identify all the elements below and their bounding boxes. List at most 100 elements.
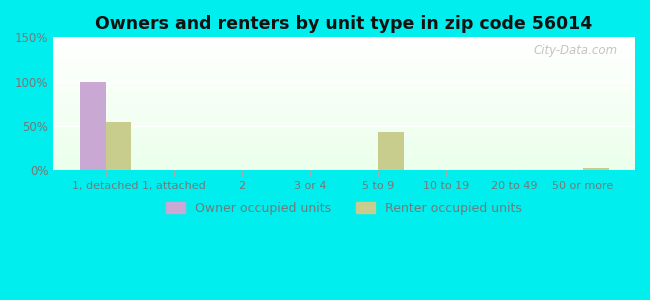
Bar	[53, 70, 635, 72]
Bar	[53, 96, 635, 97]
Bar	[53, 88, 635, 89]
Bar	[53, 169, 635, 170]
Bar	[53, 149, 635, 150]
Bar	[53, 60, 635, 61]
Bar	[53, 80, 635, 81]
Bar	[53, 40, 635, 41]
Bar	[53, 157, 635, 158]
Bar	[53, 140, 635, 141]
Bar	[53, 136, 635, 137]
Bar	[53, 51, 635, 52]
Bar	[53, 77, 635, 79]
Bar	[53, 57, 635, 59]
Bar	[53, 58, 635, 60]
Bar	[53, 67, 635, 68]
Bar	[53, 92, 635, 93]
Bar	[53, 108, 635, 109]
Bar	[53, 48, 635, 49]
Bar	[378, 132, 404, 170]
Bar	[53, 61, 635, 63]
Bar	[53, 101, 635, 103]
Bar	[53, 43, 635, 44]
Title: Owners and renters by unit type in zip code 56014: Owners and renters by unit type in zip c…	[96, 15, 593, 33]
Bar	[53, 116, 635, 117]
Bar	[53, 117, 635, 118]
Bar	[53, 153, 635, 154]
Bar	[53, 144, 635, 145]
Bar	[53, 150, 635, 152]
Bar	[53, 114, 635, 116]
Bar	[53, 73, 635, 74]
Bar	[53, 45, 635, 46]
Bar	[53, 103, 635, 104]
Bar	[53, 104, 635, 105]
Bar	[53, 37, 635, 39]
Bar	[53, 109, 635, 110]
Bar	[53, 89, 635, 91]
Bar	[53, 137, 635, 138]
Bar	[53, 121, 635, 122]
Bar	[53, 41, 635, 43]
Bar	[53, 64, 635, 65]
Bar	[53, 86, 635, 88]
Bar	[53, 148, 635, 149]
Bar	[53, 63, 635, 64]
Bar	[53, 79, 635, 80]
Bar	[53, 55, 635, 56]
Bar	[53, 106, 635, 108]
Bar	[53, 53, 635, 55]
Bar	[53, 39, 635, 40]
Bar	[53, 134, 635, 136]
Bar	[53, 166, 635, 168]
Bar	[53, 156, 635, 157]
Bar	[53, 142, 635, 144]
Bar	[53, 113, 635, 114]
Bar	[53, 69, 635, 70]
Bar	[53, 120, 635, 121]
Bar	[80, 82, 105, 170]
Bar	[105, 122, 131, 170]
Bar	[53, 110, 635, 112]
Bar	[53, 65, 635, 67]
Bar	[53, 84, 635, 85]
Bar	[53, 85, 635, 86]
Bar	[53, 93, 635, 94]
Bar	[53, 68, 635, 69]
Bar	[53, 124, 635, 125]
Bar	[53, 154, 635, 156]
Bar	[53, 81, 635, 83]
Bar	[53, 138, 635, 140]
Bar	[53, 94, 635, 96]
Bar	[582, 169, 608, 170]
Bar	[53, 129, 635, 130]
Bar	[53, 160, 635, 161]
Bar	[53, 158, 635, 160]
Bar	[53, 112, 635, 113]
Bar	[53, 152, 635, 153]
Bar	[53, 49, 635, 51]
Bar	[53, 162, 635, 164]
Bar	[53, 56, 635, 57]
Bar	[53, 105, 635, 106]
Bar	[53, 100, 635, 101]
Bar	[53, 168, 635, 169]
Bar	[53, 161, 635, 162]
Bar	[53, 118, 635, 120]
Bar	[53, 133, 635, 134]
Bar	[53, 91, 635, 92]
Bar	[53, 132, 635, 133]
Bar	[53, 44, 635, 45]
Bar	[53, 74, 635, 76]
Bar	[53, 97, 635, 98]
Bar	[53, 145, 635, 146]
Bar	[53, 46, 635, 48]
Bar	[53, 82, 635, 84]
Bar	[53, 125, 635, 126]
Legend: Owner occupied units, Renter occupied units: Owner occupied units, Renter occupied un…	[161, 197, 527, 220]
Bar	[53, 52, 635, 53]
Bar	[53, 126, 635, 128]
Text: City-Data.com: City-Data.com	[534, 44, 618, 57]
Bar	[53, 98, 635, 100]
Bar	[53, 122, 635, 124]
Bar	[53, 165, 635, 166]
